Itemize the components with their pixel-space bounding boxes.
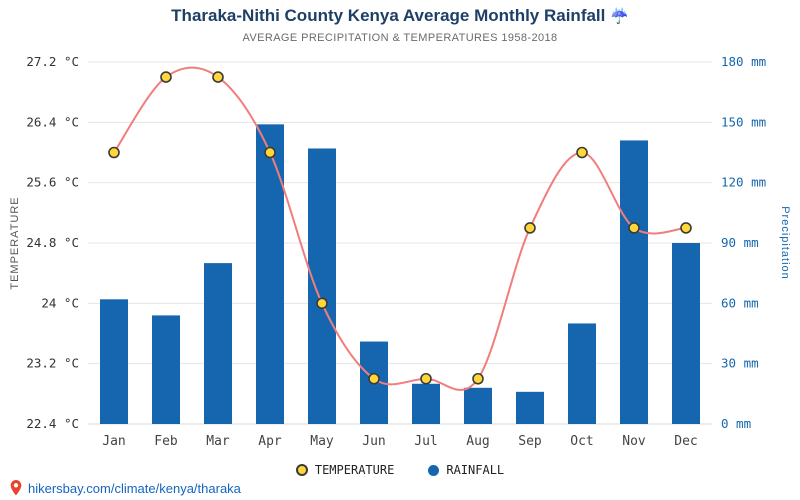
- right-axis-tick-label: 90 mm: [721, 235, 759, 250]
- footer-link[interactable]: hikersbay.com/climate/kenya/tharaka: [28, 480, 241, 496]
- temperature-marker[interactable]: [212, 71, 224, 83]
- month-label: Apr: [258, 434, 282, 449]
- location-pin-icon: [10, 480, 22, 496]
- left-axis-tick-label: 23.2 °C: [26, 356, 79, 371]
- temperature-line: [113, 66, 687, 391]
- left-axis-tick-label: 27.2 °C: [26, 54, 79, 69]
- temperature-marker[interactable]: [108, 146, 120, 159]
- temperature-marker[interactable]: [680, 222, 692, 234]
- legend-item-temperature[interactable]: TEMPERATURE: [295, 463, 395, 477]
- chart-legend: TEMPERATURE RAINFALL: [0, 463, 800, 477]
- temperature-marker[interactable]: [628, 222, 640, 234]
- month-label: Aug: [466, 434, 489, 449]
- rainfall-bar[interactable]: [672, 243, 700, 424]
- temperature-marker[interactable]: [420, 372, 432, 385]
- left-axis-tick-label: 25.6 °C: [26, 175, 79, 190]
- right-axis-title: Precipitation: [779, 206, 791, 280]
- temperature-marker[interactable]: [368, 372, 380, 385]
- month-label: Jan: [102, 434, 125, 449]
- temperature-marker[interactable]: [472, 372, 484, 385]
- left-axis-tick-label: 26.4 °C: [26, 114, 79, 129]
- temperature-marker[interactable]: [576, 146, 588, 159]
- temperature-marker-icon: [295, 464, 308, 476]
- month-label: Nov: [622, 434, 646, 449]
- month-label: Jul: [414, 434, 437, 449]
- rainfall-bar[interactable]: [152, 315, 180, 424]
- right-axis-tick-label: 150 mm: [721, 114, 766, 129]
- right-axis-tick-label: 60 mm: [721, 295, 759, 310]
- page-title: Tharaka-Nithi County Kenya Average Month…: [0, 6, 800, 26]
- footer: hikersbay.com/climate/kenya/tharaka: [8, 479, 241, 497]
- month-label: Feb: [154, 434, 178, 449]
- rainfall-bar[interactable]: [568, 323, 596, 424]
- left-axis-tick-label: 24.8 °C: [26, 235, 79, 250]
- right-axis-tick-label: 30 mm: [721, 356, 759, 371]
- legend-temperature-label: TEMPERATURE: [314, 463, 395, 477]
- temperature-marker[interactable]: [264, 146, 276, 159]
- rainfall-bar[interactable]: [100, 299, 128, 424]
- left-axis-title: TEMPERATURE: [9, 196, 21, 289]
- rainfall-marker-icon: [428, 464, 440, 476]
- right-axis-tick-label: 120 mm: [721, 175, 766, 190]
- rainfall-bar[interactable]: [516, 391, 544, 424]
- legend-rainfall-label: RAINFALL: [446, 463, 505, 477]
- rainfall-bar[interactable]: [308, 148, 336, 424]
- chart-canvas: 22.4 °C 0 mm 23.2 °C 30 mm 24 °C 60 mm 24.8 °C…: [9, 54, 791, 449]
- month-label: May: [310, 434, 334, 449]
- month-label: Sep: [518, 434, 542, 449]
- rainfall-bar[interactable]: [204, 263, 232, 424]
- month-label: Oct: [570, 434, 593, 449]
- temperature-marker[interactable]: [524, 222, 536, 234]
- left-axis-tick-label: 22.4 °C: [26, 416, 79, 431]
- month-label: Mar: [206, 434, 230, 449]
- temperature-marker[interactable]: [316, 297, 328, 310]
- month-label: Dec: [674, 434, 697, 449]
- legend-item-rainfall[interactable]: RAINFALL: [428, 463, 504, 477]
- temperature-marker[interactable]: [160, 71, 172, 83]
- right-axis-tick-label: 180 mm: [721, 54, 766, 69]
- umbrella-rain-icon: ☔: [610, 8, 629, 25]
- rainfall-bar[interactable]: [256, 124, 284, 424]
- left-axis-tick-label: 24 °C: [41, 295, 79, 310]
- chart-subtitle: AVERAGE PRECIPITATION & TEMPERATURES 195…: [242, 32, 558, 44]
- page-title-text: Tharaka-Nithi County Kenya Average Month…: [171, 6, 606, 25]
- right-axis-tick-label: 0 mm: [721, 416, 751, 431]
- rainfall-bar[interactable]: [412, 383, 440, 424]
- month-label: Jun: [362, 434, 385, 449]
- rainfall-bar[interactable]: [464, 387, 492, 424]
- rainfall-bar[interactable]: [620, 140, 648, 424]
